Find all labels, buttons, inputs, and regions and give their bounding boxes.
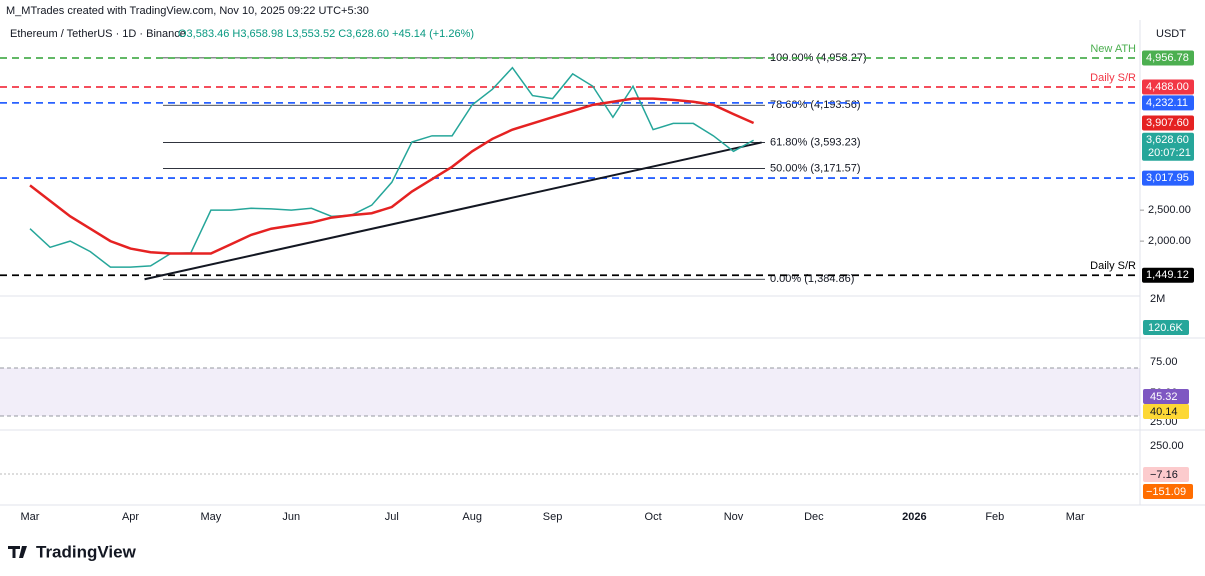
volume-last: 120.6K	[1148, 322, 1184, 334]
macd-signal-badge	[1143, 484, 1193, 499]
x-tick-label: Nov	[724, 511, 744, 523]
level-note: New ATH	[1090, 43, 1136, 55]
rsi-band	[0, 368, 1140, 416]
level-badge	[1142, 267, 1194, 283]
ma-line	[29, 97, 755, 255]
trendline	[144, 141, 762, 281]
level-badge	[1142, 79, 1194, 95]
y-tick-label: 2,000.00	[1148, 235, 1191, 247]
fib-label: 61.80% (3,593.23)	[770, 136, 861, 148]
level-note: Daily S/R	[1090, 260, 1136, 272]
level-badge	[1142, 95, 1194, 111]
level-label: 4,488.00	[1146, 81, 1189, 93]
macd-hist: −7.16	[1150, 469, 1178, 481]
x-tick-label: Jul	[385, 511, 399, 523]
x-tick-label: Dec	[804, 511, 824, 523]
rsi-tick: 75.00	[1150, 356, 1178, 368]
x-tick-label: 2026	[902, 511, 926, 523]
volume-scale: 2M	[1150, 293, 1165, 305]
x-tick-label: Mar	[1066, 511, 1085, 523]
rsi-ma-badge	[1143, 404, 1189, 419]
macd-signal: −151.09	[1146, 486, 1186, 498]
level-label: 4,956.78	[1146, 52, 1189, 64]
level-badge	[1142, 170, 1194, 186]
y-tick-label: 2,500.00	[1148, 204, 1191, 216]
level-label: 4,232.11	[1146, 97, 1188, 109]
logo: TradingView	[36, 542, 137, 561]
currency: USDT	[1156, 28, 1186, 40]
level-badge	[1142, 50, 1194, 66]
macd-hist-badge	[1143, 467, 1189, 482]
x-tick-label: Oct	[645, 511, 662, 523]
x-tick-label: Aug	[462, 511, 482, 523]
rsi-badge	[1143, 389, 1189, 404]
header-title: M_MTrades created with TradingView.com, …	[6, 5, 369, 17]
ohlc: O3,583.46 H3,658.98 L3,553.52 C3,628.60 …	[178, 28, 474, 40]
countdown: 20:07:21	[1148, 147, 1191, 159]
x-tick-label: Mar	[21, 511, 40, 523]
price-line	[29, 66, 754, 268]
x-tick-label: May	[201, 511, 222, 523]
rsi-value: 45.32	[1150, 391, 1178, 403]
logo-icon	[8, 546, 27, 558]
symbol: Ethereum / TetherUS · 1D · Binance	[10, 28, 186, 40]
last-price-badge	[1142, 132, 1194, 161]
ma-price-label: 3,907.60	[1146, 117, 1189, 129]
fib-label: 78.60% (4,193.56)	[770, 99, 861, 111]
x-tick-label: Sep	[543, 511, 563, 523]
x-tick-label: Apr	[122, 511, 139, 523]
level-label: 1,449.12	[1146, 269, 1189, 281]
volume-badge	[1143, 320, 1189, 335]
last-price-label: 3,628.60	[1146, 134, 1189, 146]
rsi-ma-value: 40.14	[1150, 406, 1178, 418]
ma-price-badge	[1142, 115, 1194, 131]
macd-tick: 250.00	[1150, 440, 1184, 452]
fib-label: 50.00% (3,171.57)	[770, 162, 861, 174]
level-note: Daily S/R	[1090, 72, 1136, 84]
x-tick-label: Feb	[985, 511, 1004, 523]
level-label: 3,017.95	[1146, 172, 1189, 184]
x-tick-label: Jun	[282, 511, 300, 523]
